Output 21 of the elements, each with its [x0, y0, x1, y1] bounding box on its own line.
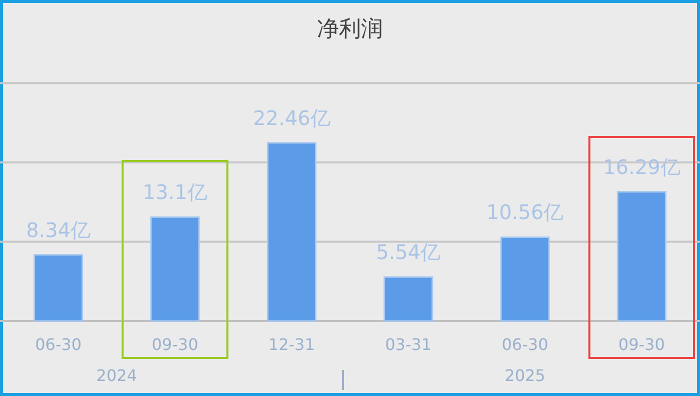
x-tick-label: 12-31 [268, 335, 315, 354]
bar [384, 276, 434, 322]
bar [150, 216, 200, 322]
data-label: 10.56亿 [486, 200, 564, 224]
data-label: 8.34亿 [26, 218, 91, 242]
x-tick-label: 03-31 [385, 335, 432, 354]
bar [500, 236, 550, 322]
bar [34, 254, 84, 322]
data-label: 16.29亿 [603, 154, 680, 179]
bar [616, 191, 666, 322]
data-label: 13.1亿 [142, 180, 208, 204]
data-label: 22.46亿 [253, 106, 330, 130]
data-label: 5.54亿 [376, 240, 441, 264]
text: 2024 [96, 366, 138, 385]
x-tick-label: 09-30 [618, 335, 665, 354]
chart-title: 净利润 [317, 17, 383, 42]
bar [266, 142, 316, 322]
text: 2025 [504, 366, 546, 385]
x-tick-label: 06-30 [502, 335, 548, 354]
x-tick-label: 09-30 [152, 335, 198, 354]
x-tick-label: 06-30 [35, 335, 82, 354]
